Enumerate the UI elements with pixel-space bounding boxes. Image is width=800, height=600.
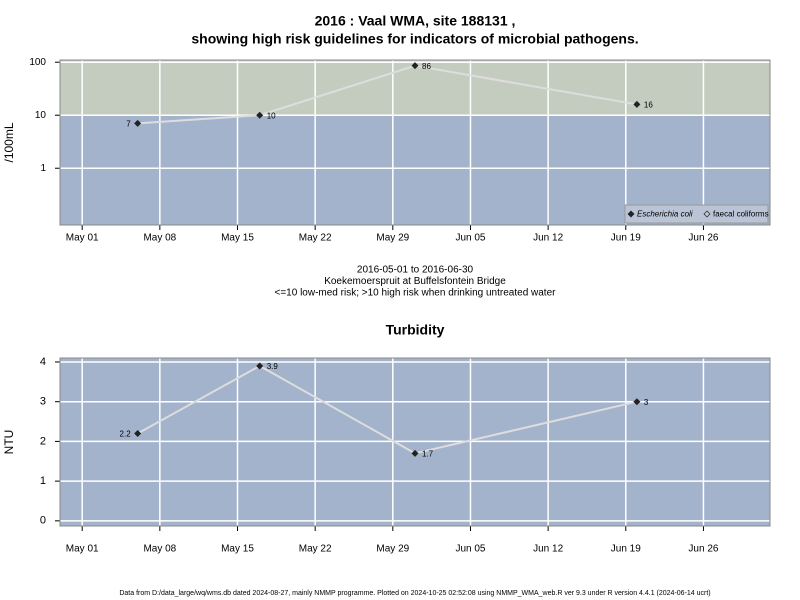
x-tick-label: May 29 [376, 233, 409, 244]
x-tick-label: Jun 05 [455, 233, 485, 244]
legend-label: faecal coliforms [713, 210, 769, 219]
x-tick-label: May 01 [66, 233, 99, 244]
x-tick-label: Jun 12 [533, 544, 563, 555]
x-tick-label: May 08 [143, 544, 176, 555]
data-point [411, 62, 419, 70]
x-tick-label: May 01 [66, 544, 99, 555]
y-tick-label: 100 [29, 57, 46, 68]
data-label: 3.9 [267, 362, 279, 371]
x-tick-label: Jun 19 [611, 233, 641, 244]
x-tick-label: May 29 [376, 544, 409, 555]
chart-title: Turbidity [386, 322, 445, 338]
legend-label: Escherichia coli [637, 210, 693, 219]
data-label: 7 [126, 120, 131, 129]
x-tick-label: May 08 [143, 233, 176, 244]
y-axis-label: NTU [2, 430, 16, 455]
legend-box [624, 204, 769, 224]
y-axis-label: /100mL [2, 122, 16, 162]
x-tick-label: Jun 12 [533, 233, 563, 244]
data-point [411, 449, 419, 457]
data-point [633, 398, 641, 406]
legend-marker [627, 210, 635, 218]
plot-frame [59, 357, 771, 527]
x-tick-label: May 15 [221, 544, 254, 555]
x-tick-label: Jun 26 [688, 233, 718, 244]
annotation: <=10 low-med risk; >10 high risk when dr… [275, 288, 557, 299]
data-point [134, 119, 142, 127]
annotation: 2016-05-01 to 2016-06-30 [357, 265, 474, 276]
data-label: 3 [644, 398, 649, 407]
y-tick-label: 3 [40, 396, 46, 408]
y-tick-label: 0 [40, 515, 46, 527]
y-tick-label: 4 [40, 356, 46, 368]
high-risk-band [60, 60, 770, 116]
data-label: 1.7 [422, 449, 434, 458]
data-label: 86 [422, 62, 431, 71]
chart-title: 2016 : Vaal WMA, site 188131 , [315, 13, 516, 29]
annotation: Koekemoerspruit at Buffelsfontein Bridge [324, 276, 506, 287]
data-point [256, 111, 264, 119]
x-tick-label: Jun 26 [688, 544, 718, 555]
data-point [633, 100, 641, 108]
x-tick-label: May 15 [221, 233, 254, 244]
y-tick-label: 1 [40, 475, 46, 487]
data-point [134, 429, 142, 437]
x-tick-label: Jun 05 [455, 544, 485, 555]
plot-frame [59, 59, 771, 226]
y-tick-label: 10 [35, 110, 47, 121]
y-tick-label: 1 [40, 163, 46, 174]
chart-title: showing high risk guidelines for indicat… [191, 31, 638, 47]
legend-marker [703, 210, 711, 218]
x-tick-label: May 22 [299, 233, 332, 244]
x-tick-label: May 22 [299, 544, 332, 555]
x-tick-label: Jun 19 [611, 544, 641, 555]
data-label: 16 [644, 101, 653, 110]
y-tick-label: 2 [40, 435, 46, 447]
series-line [137, 364, 638, 455]
data-label: 2.2 [120, 430, 132, 439]
series-line [137, 64, 638, 125]
data-label: 10 [267, 111, 276, 120]
data-point [256, 362, 264, 370]
caption: Data from D:/data_large/wq/wms.db dated … [119, 590, 710, 597]
